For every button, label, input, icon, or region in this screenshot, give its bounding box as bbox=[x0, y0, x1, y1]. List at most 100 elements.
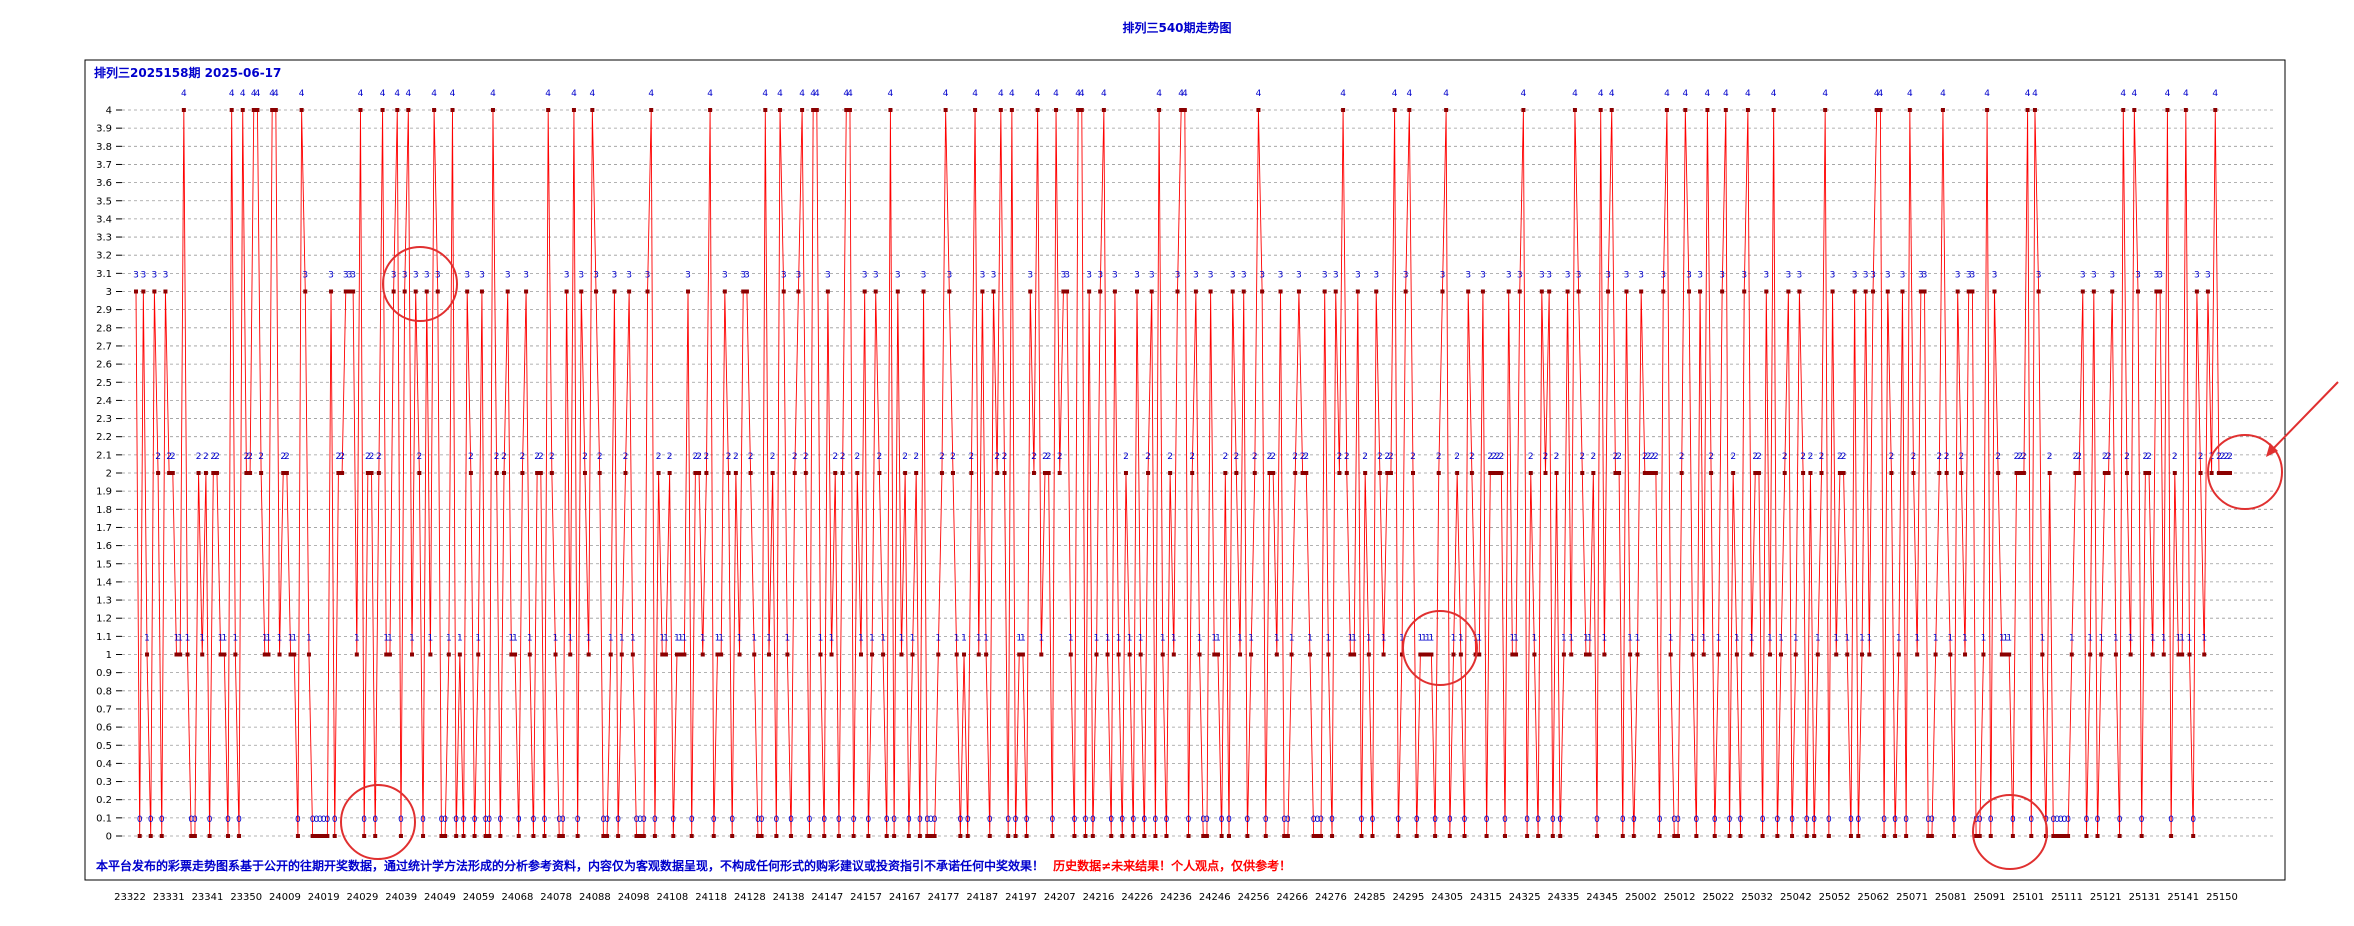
data-label: 1 bbox=[1510, 634, 1516, 644]
data-label: 0 bbox=[192, 815, 198, 825]
data-point bbox=[520, 471, 525, 475]
data-point bbox=[1249, 652, 1254, 657]
data-point bbox=[987, 834, 992, 838]
data-point bbox=[384, 652, 389, 657]
data-label: 0 bbox=[601, 815, 607, 825]
data-label: 1 bbox=[737, 634, 743, 644]
data-label: 3 bbox=[1149, 271, 1155, 281]
data-label: 4 bbox=[1664, 89, 1670, 99]
data-point bbox=[240, 108, 245, 112]
data-point bbox=[170, 471, 175, 475]
data-label: 0 bbox=[461, 815, 467, 825]
data-point bbox=[1322, 289, 1327, 294]
data-point bbox=[229, 108, 234, 112]
data-point bbox=[1429, 652, 1434, 657]
data-point bbox=[1690, 652, 1695, 657]
data-label: 3 bbox=[328, 271, 334, 281]
data-label: 2 bbox=[1267, 452, 1273, 462]
annotation-circle bbox=[1402, 610, 1478, 686]
data-point bbox=[2117, 834, 2122, 838]
data-point bbox=[1572, 108, 1577, 112]
data-point bbox=[527, 652, 532, 657]
data-label: 3 bbox=[343, 271, 349, 281]
data-point bbox=[1716, 652, 1721, 657]
data-label: 1 bbox=[457, 634, 463, 644]
data-point bbox=[1859, 652, 1864, 657]
data-point bbox=[1705, 108, 1710, 112]
data-label: 2 bbox=[854, 452, 860, 462]
data-label: 4 bbox=[1053, 89, 1059, 99]
data-point bbox=[715, 652, 720, 657]
data-point bbox=[1617, 471, 1622, 475]
data-label: 1 bbox=[1421, 634, 1427, 644]
data-point bbox=[1300, 471, 1305, 475]
data-point bbox=[829, 652, 834, 657]
data-point bbox=[564, 289, 569, 294]
data-label: 1 bbox=[586, 634, 592, 644]
data-point bbox=[1414, 834, 1419, 838]
data-label: 0 bbox=[542, 815, 548, 825]
data-label: 1 bbox=[899, 634, 905, 644]
data-label: 0 bbox=[1049, 815, 1055, 825]
data-point bbox=[1186, 834, 1191, 838]
data-point bbox=[962, 652, 967, 657]
x-tick-label: 24029 bbox=[347, 892, 379, 903]
data-point bbox=[877, 471, 882, 475]
data-point bbox=[925, 834, 930, 838]
data-label: 0 bbox=[932, 815, 938, 825]
data-label: 1 bbox=[1896, 634, 1902, 644]
data-point bbox=[1238, 652, 1243, 657]
data-point bbox=[2228, 471, 2232, 475]
data-label: 4 bbox=[707, 89, 713, 99]
data-point bbox=[351, 289, 356, 294]
data-label: 3 bbox=[347, 271, 353, 281]
data-label: 2 bbox=[792, 452, 798, 462]
data-point bbox=[1808, 471, 1813, 475]
data-point bbox=[1491, 471, 1496, 475]
data-label: 1 bbox=[2098, 634, 2104, 644]
data-point bbox=[1683, 108, 1688, 112]
data-point bbox=[189, 834, 194, 838]
data-point bbox=[1823, 108, 1828, 112]
data-point bbox=[660, 652, 665, 657]
y-tick-label: 1.9 bbox=[96, 487, 112, 498]
data-point bbox=[141, 289, 146, 294]
data-label: 2 bbox=[597, 452, 603, 462]
data-label: 3 bbox=[1638, 271, 1644, 281]
data-point bbox=[1687, 289, 1692, 294]
data-label: 3 bbox=[895, 271, 901, 281]
data-point bbox=[358, 108, 363, 112]
data-label: 0 bbox=[516, 815, 522, 825]
data-label: 2 bbox=[902, 452, 908, 462]
data-label: 0 bbox=[1024, 815, 1030, 825]
data-label: 4 bbox=[2032, 89, 2038, 99]
data-point bbox=[1440, 289, 1445, 294]
data-point bbox=[1031, 471, 1036, 475]
data-label: 0 bbox=[2065, 815, 2071, 825]
data-point bbox=[733, 471, 738, 475]
data-label: 1 bbox=[383, 634, 389, 644]
data-point bbox=[1642, 471, 1647, 475]
x-tick-label: 24157 bbox=[850, 892, 882, 903]
x-tick-label: 24325 bbox=[1509, 892, 1541, 903]
data-label: 2 bbox=[1800, 452, 1806, 462]
data-label: 3 bbox=[1763, 271, 1769, 281]
data-label: 3 bbox=[413, 271, 419, 281]
data-label: 4 bbox=[545, 89, 551, 99]
data-point bbox=[1804, 834, 1809, 838]
data-label: 2 bbox=[1292, 452, 1298, 462]
x-tick-label: 23322 bbox=[114, 892, 146, 903]
data-label: 2 bbox=[2047, 452, 2053, 462]
data-label: 1 bbox=[1866, 634, 1872, 644]
data-label: 0 bbox=[1657, 815, 1663, 825]
data-label: 1 bbox=[785, 634, 791, 644]
data-label: 4 bbox=[1009, 89, 1015, 99]
data-point bbox=[1462, 834, 1467, 838]
data-point bbox=[1455, 471, 1460, 475]
data-label: 0 bbox=[1013, 815, 1019, 825]
data-point bbox=[855, 471, 860, 475]
data-point bbox=[663, 652, 668, 657]
annotation-arrow bbox=[2269, 381, 2339, 453]
data-label: 3 bbox=[1064, 271, 1070, 281]
data-label: 4 bbox=[240, 89, 246, 99]
